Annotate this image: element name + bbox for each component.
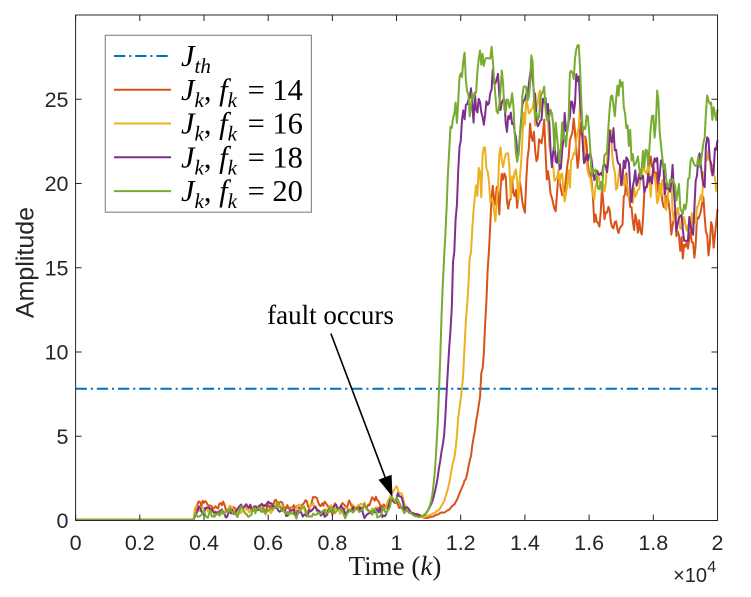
svg-text:0.6: 0.6 bbox=[253, 531, 283, 555]
svg-text:Amplitude: Amplitude bbox=[12, 207, 40, 318]
svg-text:1.4: 1.4 bbox=[510, 531, 540, 555]
svg-text:1.2: 1.2 bbox=[446, 531, 476, 555]
svg-text:Jth: Jth bbox=[181, 39, 211, 78]
svg-text:0: 0 bbox=[57, 509, 69, 533]
svg-text:15: 15 bbox=[45, 256, 69, 280]
svg-text:0.8: 0.8 bbox=[317, 531, 347, 555]
svg-text:Jk, fk = 14: Jk, fk = 14 bbox=[181, 73, 303, 112]
svg-text:25: 25 bbox=[45, 88, 69, 112]
svg-text:2: 2 bbox=[712, 531, 724, 555]
svg-text:10: 10 bbox=[45, 341, 69, 365]
svg-text:Jk, fk = 20: Jk, fk = 20 bbox=[181, 174, 303, 213]
svg-text:×10: ×10 bbox=[673, 565, 707, 587]
svg-text:4: 4 bbox=[707, 559, 716, 576]
svg-text:0.2: 0.2 bbox=[125, 531, 155, 555]
svg-text:5: 5 bbox=[57, 425, 69, 449]
svg-text:1.6: 1.6 bbox=[574, 531, 604, 555]
svg-text:0: 0 bbox=[70, 531, 82, 555]
svg-text:Time (k): Time (k) bbox=[349, 551, 442, 581]
svg-text:20: 20 bbox=[45, 172, 69, 196]
svg-text:0.4: 0.4 bbox=[189, 531, 219, 555]
svg-text:1: 1 bbox=[391, 531, 403, 555]
svg-text:1.8: 1.8 bbox=[638, 531, 668, 555]
svg-text:Jk, fk = 18: Jk, fk = 18 bbox=[181, 140, 303, 179]
svg-text:Jk, fk = 16: Jk, fk = 16 bbox=[181, 107, 303, 146]
svg-text:fault occurs: fault occurs bbox=[267, 300, 394, 330]
